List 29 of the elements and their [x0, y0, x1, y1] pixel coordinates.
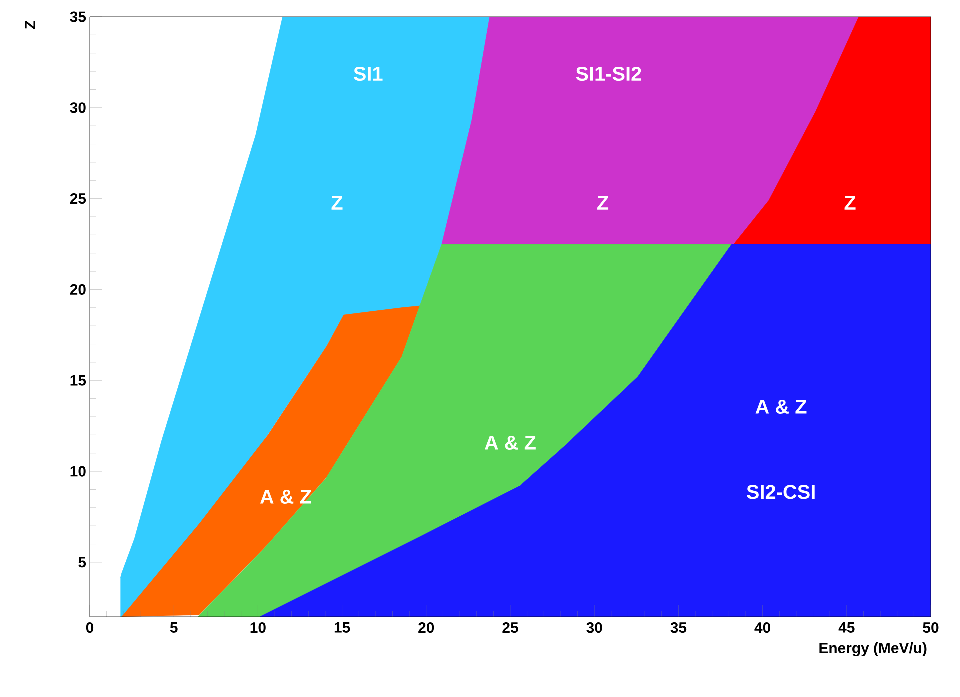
x-tick-label: 35	[670, 622, 687, 634]
x-tick-label: 10	[250, 622, 266, 634]
x-tick-label: 5	[170, 622, 178, 633]
x-axis-title: Energy (MeV/u)	[820, 642, 927, 657]
annotation: Z	[332, 196, 343, 210]
y-tick-label: 35	[70, 12, 86, 22]
x-tick-label: 30	[586, 622, 602, 634]
x-tick-label: 15	[334, 622, 350, 633]
annotation: SI1-SI2	[576, 66, 642, 82]
annotation: A & Z	[484, 436, 536, 450]
y-tick-label: 20	[70, 284, 86, 296]
y-tick-label: 10	[70, 466, 86, 477]
annotation: Z	[844, 196, 856, 210]
x-tick-label: 50	[923, 622, 939, 634]
annotation: SI2-CSI	[747, 485, 815, 500]
x-tick-label: 45	[838, 622, 855, 633]
y-tick-label: 15	[70, 375, 86, 386]
annotation: SI1	[354, 66, 383, 82]
y-tick-label: 25	[70, 194, 86, 204]
annotation: A & Z	[260, 490, 312, 504]
annotation: Z	[598, 196, 609, 210]
y-tick-label: 30	[70, 102, 86, 114]
x-tick-label: 25	[502, 622, 518, 634]
y-tick-label: 5	[78, 557, 86, 568]
x-tick-label: 0	[86, 622, 94, 634]
annotation: A & Z	[756, 400, 807, 414]
x-tick-label: 40	[754, 622, 770, 634]
y-axis-title: Z	[25, 20, 36, 30]
x-tick-label: 20	[418, 622, 434, 634]
